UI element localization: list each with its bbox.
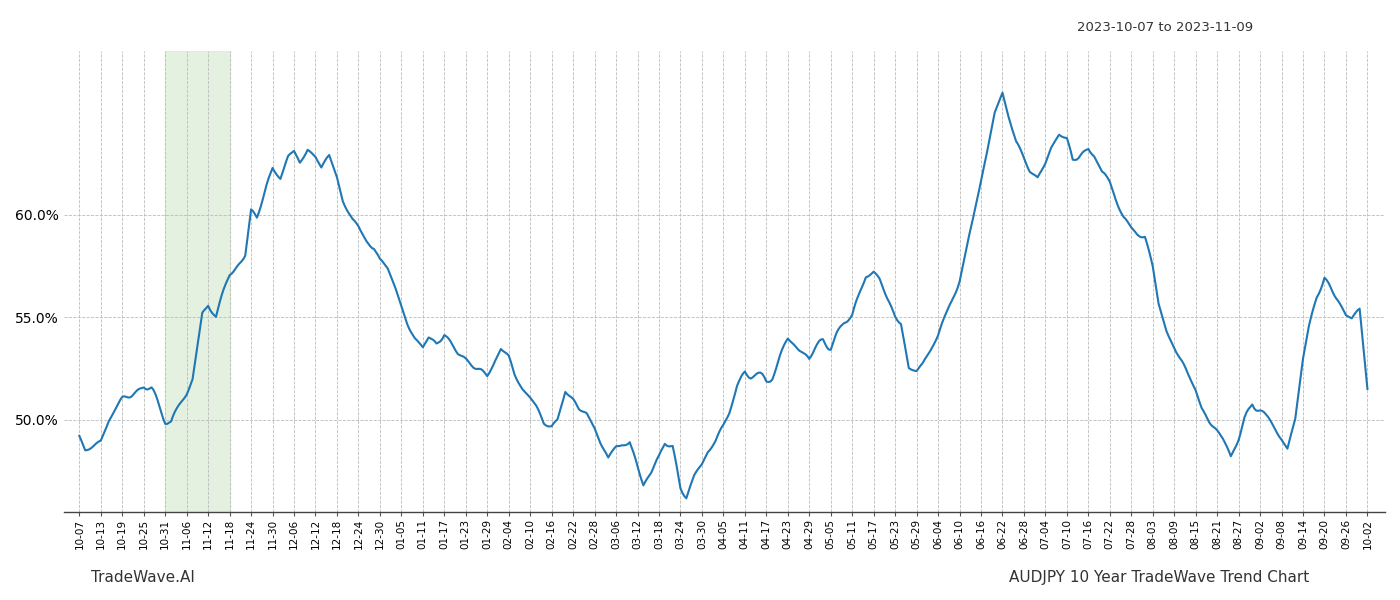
Text: AUDJPY 10 Year TradeWave Trend Chart: AUDJPY 10 Year TradeWave Trend Chart — [1009, 570, 1309, 585]
Text: 2023-10-07 to 2023-11-09: 2023-10-07 to 2023-11-09 — [1077, 21, 1253, 34]
Bar — [165, 51, 230, 512]
Text: TradeWave.AI: TradeWave.AI — [91, 570, 195, 585]
